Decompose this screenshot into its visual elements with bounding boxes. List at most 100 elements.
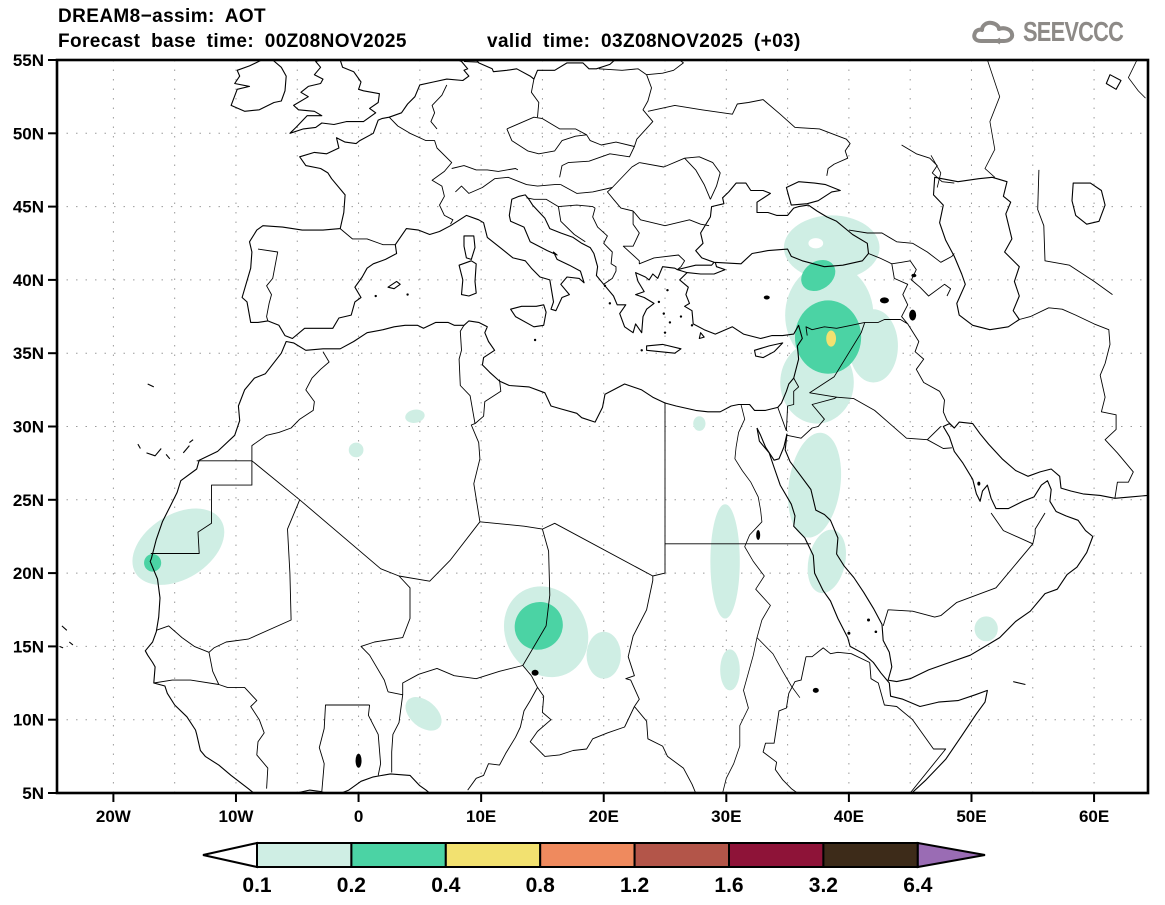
y-tick-label: 15N [13, 637, 44, 656]
coastline [144, 60, 803, 793]
coastline [463, 235, 476, 260]
country-border [318, 704, 370, 792]
country-border [391, 694, 404, 773]
aot-region-niger-nigeria [405, 697, 442, 731]
aot-region-north-iraq [848, 309, 898, 383]
island [603, 284, 607, 287]
x-tick-label: 10E [466, 807, 496, 826]
lake [874, 630, 878, 634]
country-border [467, 687, 538, 791]
color-scale-legend: 0.1 0.2 0.4 0.8 1.2 1.6 3.2 6.4 [202, 841, 986, 897]
y-tick-label: 35N [13, 344, 44, 363]
country-border [786, 322, 866, 439]
y-tick-label: 30N [13, 418, 44, 437]
y-tick-label: 40N [13, 271, 44, 290]
country-border [1019, 307, 1134, 499]
legend-cell [539, 842, 636, 868]
country-border [153, 679, 219, 685]
lake [763, 295, 770, 300]
country-border [882, 512, 1046, 627]
country-border [622, 211, 686, 270]
aot-contour-fills [132, 215, 998, 731]
lake [911, 273, 917, 278]
country-border [646, 60, 684, 76]
legend-under-arrow [202, 841, 258, 869]
coastline [698, 332, 705, 340]
legend-tick-label: 1.6 [714, 874, 743, 897]
country-border [458, 325, 476, 424]
coastline [695, 182, 870, 268]
coastline [294, 773, 431, 793]
country-border [990, 512, 1033, 545]
coastline [289, 60, 380, 134]
country-border [208, 652, 269, 789]
coastline [687, 262, 726, 275]
country-border [430, 84, 448, 130]
island [679, 315, 683, 318]
aot-region-nw-saudi-red-sea [788, 432, 842, 538]
aot-region-yemen-coast [974, 616, 998, 642]
aot-region-mauritania-senegal [132, 508, 225, 585]
country-border [360, 575, 411, 692]
coastline [147, 383, 155, 388]
country-border [251, 460, 481, 582]
country-border [557, 206, 586, 243]
legend-cell [728, 842, 825, 868]
y-tick-label: 10N [13, 711, 44, 730]
island [668, 321, 672, 324]
axes: 20W 10W 0 10E 20E 30E 40E 50E 60E 55N 50N 45N 40N 35N… [13, 51, 1109, 826]
lake [847, 631, 851, 635]
coastline [932, 176, 1020, 331]
country-border [156, 499, 301, 653]
coastline [646, 343, 682, 354]
y-tick-label: 55N [13, 51, 44, 70]
island [533, 338, 537, 342]
country-border [251, 351, 330, 461]
country-border [463, 61, 479, 63]
legend-cell [822, 842, 919, 868]
island [666, 288, 669, 292]
country-border [606, 187, 634, 212]
coastlines-and-borders [59, 60, 1148, 793]
coastline [756, 427, 988, 793]
legend-tick-label: 1.2 [620, 874, 649, 897]
lake [879, 297, 889, 304]
country-border [664, 403, 811, 545]
country-border [526, 197, 596, 209]
country-border [848, 229, 955, 263]
x-tick-label: 0 [354, 807, 363, 826]
coastline [784, 421, 1148, 683]
lake [531, 669, 539, 676]
coastline [68, 641, 74, 646]
coastline [387, 280, 401, 290]
country-border [891, 260, 952, 297]
country-border [367, 704, 382, 776]
legend-tick-label: 6.4 [903, 874, 933, 897]
coastline [1105, 74, 1122, 90]
country-border [529, 675, 635, 757]
country-border [805, 321, 865, 336]
lake [867, 618, 871, 622]
y-tick-label: 20N [13, 564, 44, 583]
country-border [388, 116, 454, 225]
aot-region-chad-core [514, 601, 563, 650]
legend-tick-label: 0.8 [526, 874, 556, 897]
coastline [189, 439, 194, 444]
aot-region-senegal-coast-core [144, 554, 162, 572]
x-tick-label: 30E [711, 807, 741, 826]
legend-tick-label: 0.1 [242, 874, 272, 897]
country-border [836, 396, 942, 441]
valid-time: valid time: 03Z08NOV2025 (+03) [487, 31, 801, 52]
country-border [777, 407, 787, 432]
y-tick-label: 45N [13, 198, 44, 217]
legend-tick-label: 0.2 [337, 874, 366, 897]
country-border [530, 79, 540, 118]
aot-region-algeria-small-1 [405, 409, 425, 423]
river [930, 155, 942, 188]
coastline [458, 260, 477, 297]
coastline [165, 454, 171, 460]
country-border [1037, 169, 1113, 295]
x-tick-label: 60E [1079, 807, 1109, 826]
country-border [639, 156, 721, 200]
